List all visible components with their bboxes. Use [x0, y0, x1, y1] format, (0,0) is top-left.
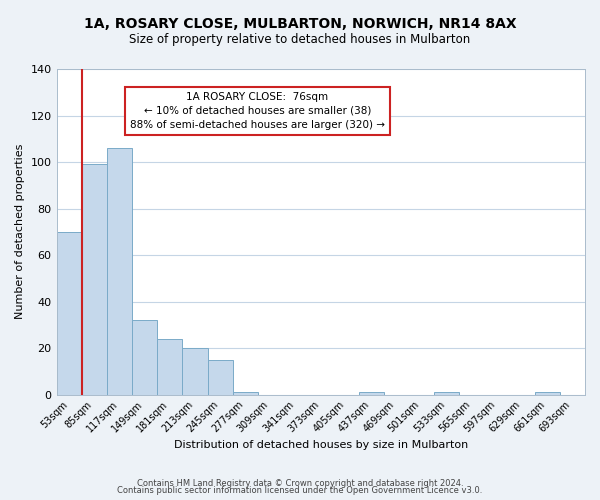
Bar — [132, 320, 157, 394]
Y-axis label: Number of detached properties: Number of detached properties — [15, 144, 25, 320]
Text: Size of property relative to detached houses in Mulbarton: Size of property relative to detached ho… — [130, 32, 470, 46]
Text: Contains HM Land Registry data © Crown copyright and database right 2024.: Contains HM Land Registry data © Crown c… — [137, 478, 463, 488]
Bar — [359, 392, 383, 394]
Bar — [107, 148, 132, 394]
Bar — [182, 348, 208, 395]
Bar — [233, 392, 258, 394]
Text: 1A ROSARY CLOSE:  76sqm
← 10% of detached houses are smaller (38)
88% of semi-de: 1A ROSARY CLOSE: 76sqm ← 10% of detached… — [130, 92, 385, 130]
Text: Contains public sector information licensed under the Open Government Licence v3: Contains public sector information licen… — [118, 486, 482, 495]
Bar — [56, 232, 82, 394]
Bar — [157, 339, 182, 394]
Bar — [434, 392, 459, 394]
X-axis label: Distribution of detached houses by size in Mulbarton: Distribution of detached houses by size … — [173, 440, 468, 450]
Bar — [208, 360, 233, 394]
Bar — [535, 392, 560, 394]
Bar — [82, 164, 107, 394]
Text: 1A, ROSARY CLOSE, MULBARTON, NORWICH, NR14 8AX: 1A, ROSARY CLOSE, MULBARTON, NORWICH, NR… — [83, 18, 517, 32]
